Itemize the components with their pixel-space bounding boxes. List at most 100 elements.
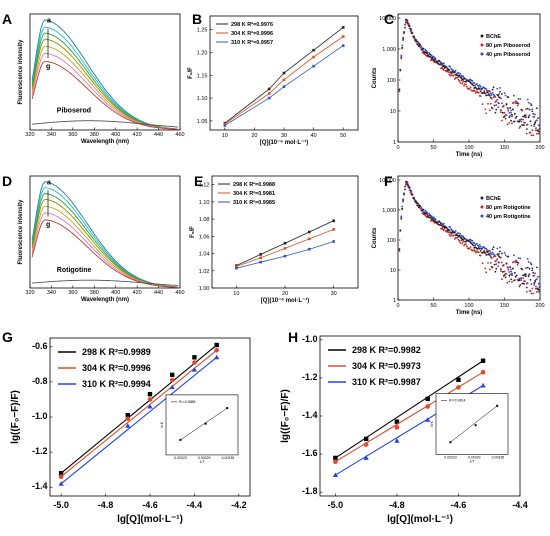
decay-point bbox=[477, 91, 480, 94]
x-tick-label: -4.2 bbox=[231, 500, 247, 510]
decay-point bbox=[491, 88, 494, 91]
y-tick-label: -1.6 bbox=[302, 448, 318, 458]
decay-point bbox=[425, 49, 428, 52]
decay-point bbox=[405, 180, 408, 183]
decay-point bbox=[521, 282, 524, 285]
decay-point bbox=[511, 122, 513, 125]
decay-point bbox=[427, 215, 429, 218]
legend-entry: 298 K R²=0.9982 bbox=[352, 345, 421, 355]
decay-point bbox=[479, 254, 482, 257]
panel-F: F 0 50 100 150 200 1 10 100 1,000 10,000 Time (ns) C… bbox=[372, 173, 545, 316]
data-point bbox=[341, 26, 345, 29]
decay-point bbox=[507, 96, 510, 98]
decay-point bbox=[538, 286, 541, 288]
x-tick-label: 150 bbox=[500, 303, 509, 309]
decay-point bbox=[508, 122, 511, 124]
fit-line bbox=[335, 360, 484, 459]
decay-point bbox=[516, 102, 519, 105]
compound-spectrum-line bbox=[32, 279, 178, 286]
decay-point bbox=[465, 78, 467, 80]
decay-point bbox=[494, 270, 497, 273]
decay-point bbox=[415, 200, 417, 203]
data-point bbox=[332, 219, 335, 223]
data-point bbox=[363, 455, 369, 460]
y-tick-label: 1.05 bbox=[197, 119, 208, 125]
decay-point bbox=[417, 43, 419, 46]
decay-point bbox=[481, 262, 484, 265]
decay-point bbox=[529, 131, 532, 134]
decay-point bbox=[503, 111, 506, 114]
decay-point bbox=[504, 276, 507, 279]
decay-point bbox=[479, 85, 482, 88]
decay-point bbox=[442, 222, 445, 225]
y-tick-label: 1.25 bbox=[197, 28, 208, 34]
decay-point bbox=[519, 119, 522, 121]
decay-point bbox=[458, 240, 461, 242]
decay-point bbox=[518, 285, 521, 288]
decay-point bbox=[490, 265, 493, 268]
decay-point bbox=[531, 108, 534, 111]
decay-point bbox=[488, 252, 490, 255]
decay-point bbox=[465, 83, 467, 86]
fit-line bbox=[60, 356, 218, 485]
legend-entry: 298 K R²=0.9976 bbox=[231, 21, 273, 28]
x-tick-label: 440 bbox=[154, 132, 163, 138]
series-label-a: a bbox=[47, 18, 51, 25]
x-tick-label: -4.8 bbox=[98, 500, 114, 510]
decay-point bbox=[476, 243, 478, 245]
decay-point bbox=[511, 113, 513, 116]
decay-point bbox=[508, 280, 511, 283]
decay-point bbox=[509, 107, 512, 109]
decay-point bbox=[494, 111, 497, 114]
decay-point bbox=[500, 109, 502, 112]
decay-point bbox=[492, 86, 495, 89]
legend-entry: 310 K R²=0.9987 bbox=[352, 377, 421, 387]
decay-point bbox=[495, 100, 498, 103]
decay-point bbox=[530, 263, 533, 266]
decay-point bbox=[532, 292, 535, 295]
decay-point bbox=[518, 279, 521, 282]
decay-point bbox=[408, 25, 411, 27]
x-tick-label: 440 bbox=[154, 290, 163, 296]
y-axis-label-B: F₀/F bbox=[188, 67, 194, 79]
inset-y-label: ln K bbox=[430, 420, 434, 427]
decay-point bbox=[454, 69, 457, 72]
y-tick-label: 100 bbox=[387, 238, 396, 244]
y-axis-label-H: lg((F₀−F)/F) bbox=[280, 389, 291, 443]
data-point bbox=[147, 403, 153, 409]
decay-point bbox=[535, 119, 537, 122]
decay-point bbox=[461, 242, 464, 245]
decay-point bbox=[460, 77, 463, 79]
decay-point bbox=[493, 95, 496, 97]
decay-point bbox=[410, 192, 413, 195]
decay-point bbox=[489, 268, 491, 271]
decay-point bbox=[402, 200, 404, 203]
inset-x-label: 1/T bbox=[199, 460, 205, 464]
decay-point bbox=[495, 263, 498, 266]
decay-point bbox=[527, 275, 530, 278]
decay-point bbox=[433, 60, 436, 62]
decay-point bbox=[485, 112, 488, 115]
decay-point bbox=[458, 80, 461, 82]
decay-point bbox=[536, 291, 538, 293]
decay-point bbox=[489, 92, 492, 95]
decay-point bbox=[496, 247, 499, 250]
panel-letter-C: C bbox=[384, 11, 394, 27]
decay-point bbox=[495, 259, 498, 262]
decay-point bbox=[530, 292, 533, 295]
data-point bbox=[214, 354, 220, 360]
decay-point bbox=[527, 101, 530, 104]
legend-marker bbox=[480, 34, 484, 38]
decay-point bbox=[478, 247, 481, 250]
decay-point bbox=[411, 194, 414, 196]
decay-point bbox=[453, 238, 456, 240]
decay-point bbox=[515, 115, 518, 118]
x-tick-label: -5.0 bbox=[53, 500, 69, 510]
decay-point bbox=[504, 254, 507, 256]
decay-point bbox=[510, 270, 512, 273]
inset-fit-line bbox=[180, 407, 228, 441]
decay-point bbox=[473, 242, 476, 245]
y-axis-label-F: Counts bbox=[372, 227, 378, 248]
decay-point bbox=[533, 274, 536, 277]
decay-point bbox=[399, 68, 402, 71]
